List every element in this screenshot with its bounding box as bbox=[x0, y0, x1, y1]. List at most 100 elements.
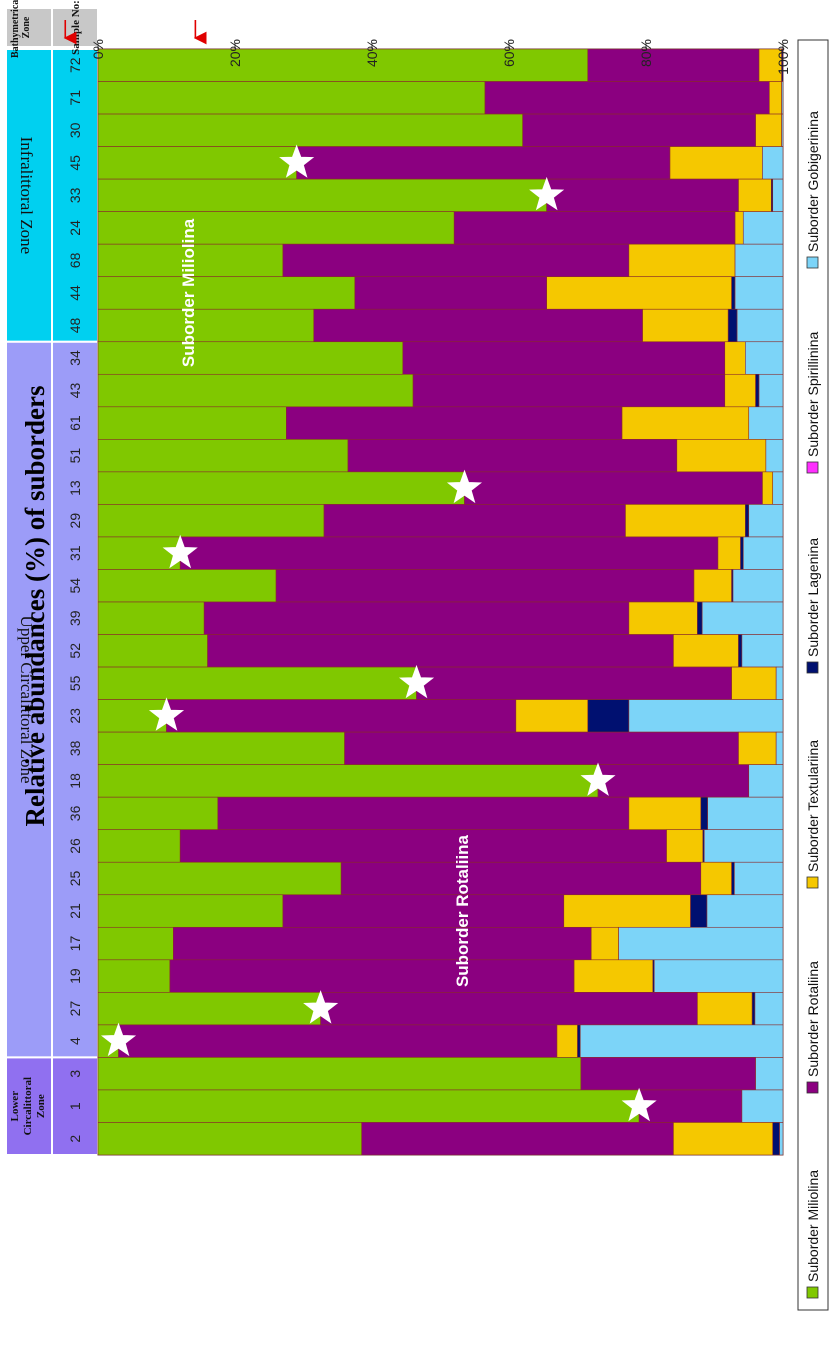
star-marker-45 bbox=[279, 144, 315, 178]
zone-label: Circalittoral bbox=[22, 1077, 34, 1135]
x-tick-label: 100% bbox=[775, 39, 791, 75]
bar-textulariina-39 bbox=[628, 601, 698, 635]
annotations: Suborder Miliolina Suborder Rotaliina bbox=[63, 20, 657, 1122]
bar-rotaliina-51 bbox=[347, 439, 678, 473]
bar-miliolina-25 bbox=[97, 861, 342, 896]
bar-textulariina-4 bbox=[556, 1024, 578, 1058]
sample-number-68: 68 bbox=[67, 252, 83, 268]
bar-miliolina-45 bbox=[97, 146, 297, 180]
star-marker-18 bbox=[580, 762, 616, 796]
x-tick-label: 0% bbox=[90, 39, 106, 59]
bar-rotaliina-25 bbox=[340, 861, 702, 896]
sample-number-27: 27 bbox=[67, 1001, 83, 1017]
sample-number-61: 61 bbox=[67, 415, 83, 431]
bar-gobigerinina-36 bbox=[707, 796, 784, 831]
bar-miliolina-21 bbox=[97, 894, 284, 928]
zone-cell bbox=[5, 340, 53, 1059]
bar-textulariina-36 bbox=[628, 796, 702, 831]
star-marker-23 bbox=[148, 697, 185, 731]
sample-number-38: 38 bbox=[67, 740, 83, 756]
bar-rotaliina-21 bbox=[282, 894, 565, 928]
bar-rotaliina-38 bbox=[344, 731, 739, 765]
legend-swatch bbox=[806, 661, 819, 674]
bar-gobigerinina-29 bbox=[748, 504, 784, 538]
bar-gobigerinina-21 bbox=[706, 894, 784, 928]
zone-label: Zone bbox=[35, 1094, 47, 1118]
bar-rotaliina-52 bbox=[207, 634, 674, 668]
bar-gobigerinina-68 bbox=[734, 243, 784, 278]
bar-textulariina-26 bbox=[666, 829, 704, 863]
header-cell bbox=[5, 7, 53, 48]
x-tick-label: 20% bbox=[227, 39, 243, 67]
sample-number-26: 26 bbox=[67, 838, 83, 854]
legend-entry: Suborder Textulariina bbox=[805, 740, 821, 872]
sample-number-36: 36 bbox=[67, 805, 83, 821]
bar-gobigerinina-4 bbox=[579, 1024, 784, 1058]
bar-rotaliina-29 bbox=[323, 504, 626, 538]
bar-rotaliina-43 bbox=[412, 373, 726, 408]
bar-textulariina-34 bbox=[724, 341, 746, 375]
bar-miliolina-44 bbox=[97, 276, 356, 310]
bar-lagenina-27 bbox=[751, 992, 756, 1026]
sample-number-19: 19 bbox=[67, 968, 83, 984]
bar-rotaliina-48 bbox=[313, 308, 643, 343]
legend-entry: Suborder Gobigerinina bbox=[805, 111, 821, 252]
zone-label-group: Infralittoral Zone bbox=[17, 137, 36, 255]
bar-textulariina-43 bbox=[724, 373, 756, 408]
bar-miliolina-43 bbox=[97, 373, 414, 408]
sample-number-2: 2 bbox=[67, 1135, 83, 1143]
bar-gobigerinina-45 bbox=[762, 146, 784, 180]
zone-label: Infralittoral Zone bbox=[17, 137, 36, 255]
star-marker-55 bbox=[399, 664, 435, 699]
bar-gobigerinina-26 bbox=[703, 829, 784, 863]
bar-textulariina-27 bbox=[697, 992, 753, 1026]
star-marker-31 bbox=[162, 534, 198, 569]
bar-gobigerinina-52 bbox=[741, 634, 784, 668]
bar-textulariina-33 bbox=[738, 178, 772, 212]
bar-miliolina-38 bbox=[97, 731, 345, 765]
sample-number-18: 18 bbox=[67, 773, 83, 789]
bar-rotaliina-39 bbox=[203, 601, 630, 635]
sample-number-23: 23 bbox=[67, 708, 83, 724]
bar-textulariina-25 bbox=[700, 861, 732, 896]
star-marker-1 bbox=[621, 1087, 657, 1122]
zone-label-group: Lower Circalittoral Zone bbox=[9, 1077, 47, 1135]
bar-rotaliina-19 bbox=[169, 959, 575, 993]
bar-textulariina-30 bbox=[755, 113, 782, 147]
zone-band bbox=[51, 1056, 99, 1156]
bar-gobigerinina-44 bbox=[734, 276, 784, 310]
sample-number-72: 72 bbox=[67, 57, 83, 73]
bar-lagenina-44 bbox=[731, 276, 736, 310]
bar-gobigerinina-13 bbox=[772, 471, 784, 505]
bar-textulariina-48 bbox=[642, 308, 729, 343]
bar-gobigerinina-61 bbox=[748, 406, 784, 440]
bar-miliolina-55 bbox=[97, 666, 417, 700]
bar-textulariina-44 bbox=[546, 276, 732, 310]
zone-label: Upper Circalittoral Zone bbox=[17, 616, 36, 784]
bar-miliolina-36 bbox=[97, 796, 219, 831]
sample-number-55: 55 bbox=[67, 675, 83, 691]
rotaliina-label: Suborder Rotaliina bbox=[453, 834, 472, 987]
bar-textulariina-29 bbox=[625, 504, 746, 538]
sample-number-3: 3 bbox=[67, 1070, 83, 1078]
bar-gobigerinina-18 bbox=[748, 764, 784, 798]
bar-lagenina-23 bbox=[587, 699, 630, 733]
x-axis: 0% 20% 40% 60% 80% 100% bbox=[90, 39, 791, 75]
bar-miliolina-34 bbox=[97, 341, 404, 375]
legend-swatch bbox=[806, 1286, 819, 1299]
bar-rotaliina-54 bbox=[275, 569, 695, 603]
bar-gobigerinina-23 bbox=[628, 699, 784, 733]
bar-gobigerinina-43 bbox=[758, 373, 784, 408]
star-marker-27 bbox=[303, 990, 339, 1024]
bar-gobigerinina-25 bbox=[734, 861, 784, 896]
bar-textulariina-71 bbox=[768, 81, 782, 115]
sample-number-52: 52 bbox=[67, 643, 83, 659]
bar-miliolina-24 bbox=[97, 211, 455, 245]
sample-number-29: 29 bbox=[67, 513, 83, 529]
bar-lagenina-2 bbox=[772, 1122, 780, 1156]
bar-rotaliina-36 bbox=[217, 796, 630, 831]
bar-rotaliina-33 bbox=[546, 178, 739, 212]
bar-lagenina-21 bbox=[690, 894, 708, 928]
bar-gobigerinina-33 bbox=[772, 178, 784, 212]
bar-textulariina-45 bbox=[669, 146, 763, 180]
